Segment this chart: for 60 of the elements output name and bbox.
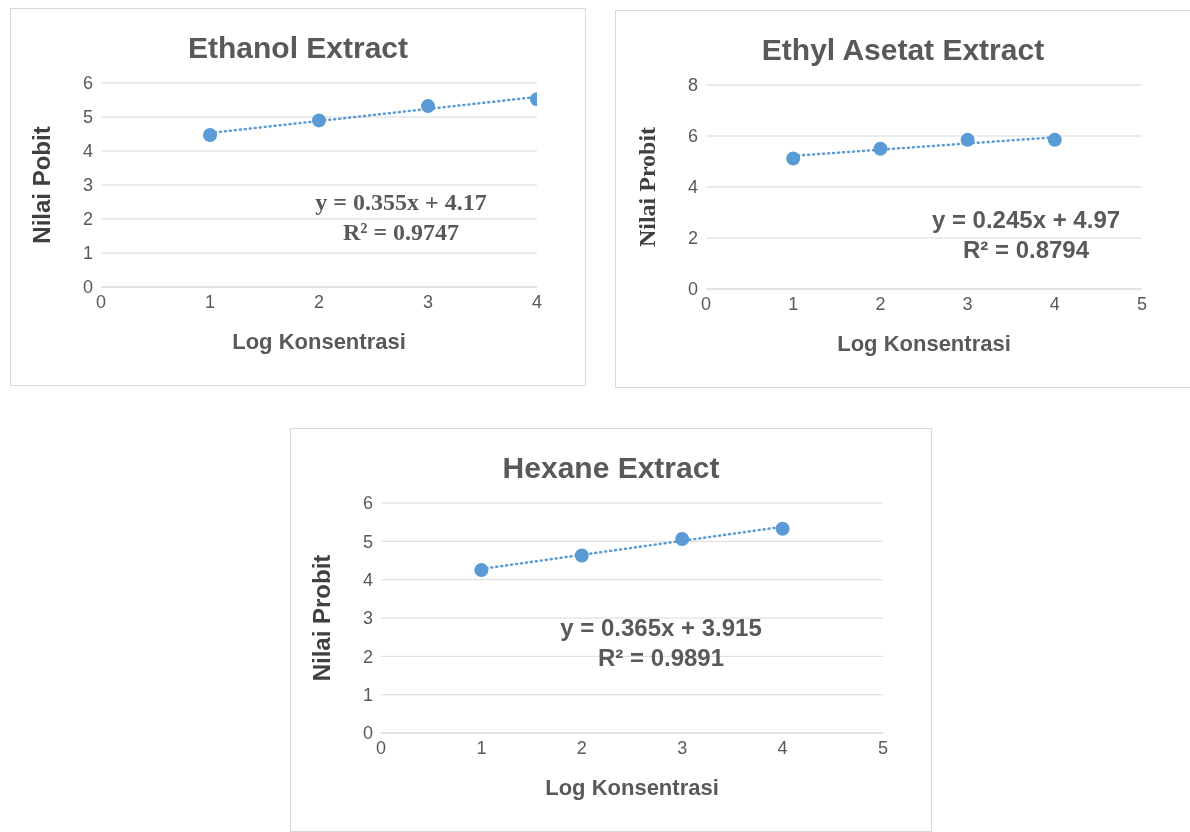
x-tick-label: 3 [422,291,434,312]
x-tick-label: 2 [576,737,587,758]
x-axis-title: Log Konsentrasi [232,329,406,354]
point [203,128,217,143]
x-tick-label: 4 [531,291,543,312]
x-tick-label: 4 [777,737,788,758]
chart-title: Ethanol Extract [186,31,410,65]
y-tick-label: 5 [82,107,93,128]
annotation: R² = 0.8794 [961,236,1091,264]
y-tick-label: 4 [82,141,93,162]
point [873,141,888,156]
annotation: R² = 0.9747 [341,219,461,246]
y-tick-label: 8 [687,75,698,96]
y-tick-label: 6 [362,493,373,514]
y-tick-label: 2 [687,228,698,249]
y-tick-label: 2 [82,209,93,230]
point [312,113,326,128]
y-tick-label: 6 [82,73,93,94]
x-tick-label: 0 [95,291,107,312]
x-tick-label: 5 [877,737,889,758]
y-tick-label: 3 [82,175,93,196]
point [421,99,435,114]
y-tick-label: 2 [362,646,373,667]
chart-title: Ethyl Asetat Extract [760,33,1046,67]
x-tick-label: 2 [875,293,886,314]
annotation: y = 0.245x + 4.97 [930,206,1122,234]
y-tick-label: 0 [82,277,93,298]
x-axis-title: Log Konsentrasi [545,775,719,800]
x-axis-title: Log Konsentrasi [837,331,1011,356]
x-tick-label: 4 [1049,293,1060,314]
annotation: y = 0.355x + 4.17 [314,189,488,216]
x-tick-label: 1 [788,293,799,314]
y-tick-label: 6 [687,126,698,147]
y-tick-label: 3 [362,608,373,629]
point [960,132,975,147]
y-tick-label: 4 [362,570,373,591]
y-tick-label: 1 [82,243,93,264]
point [786,151,801,166]
x-tick-label: 0 [375,737,387,758]
y-axis-title: Nilai Probit [633,126,660,248]
chart-title: Hexane Extract [501,451,721,485]
annotation: R² = 0.9891 [596,644,726,672]
y-axis-title: Nilai Pobit [27,126,55,244]
point [1047,132,1062,147]
point [474,563,489,578]
x-tick-label: 3 [962,293,973,314]
y-axis-title: Nilai Probit [307,554,335,682]
y-tick-label: 0 [362,723,373,744]
point [574,548,589,563]
x-tick-label: 5 [1136,293,1148,314]
y-tick-label: 5 [362,531,373,552]
x-tick-label: 1 [204,291,216,312]
annotation: y = 0.365x + 3.915 [559,614,763,642]
point [775,521,790,536]
point [675,532,690,547]
x-tick-label: 0 [700,293,712,314]
y-tick-label: 1 [362,685,373,706]
x-tick-label: 2 [313,291,325,312]
x-tick-label: 1 [476,737,487,758]
y-tick-label: 4 [687,177,698,198]
